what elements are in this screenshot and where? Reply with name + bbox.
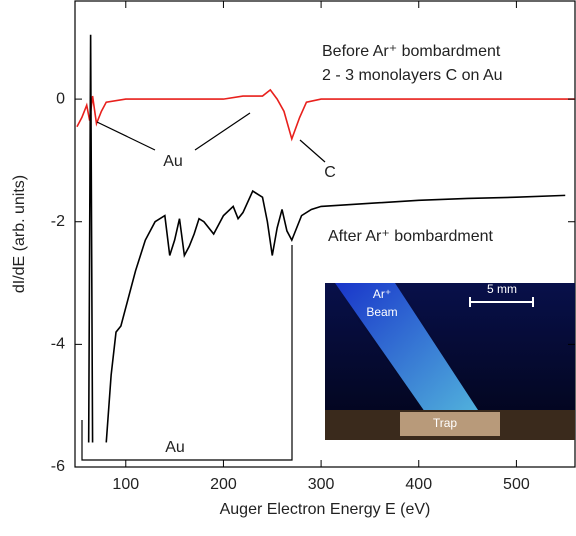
y-tick-label: -6 [51,458,65,475]
x-tick-label: 300 [308,476,335,493]
x-tick-label: 500 [503,476,530,493]
x-tick-label: 100 [112,476,139,493]
plot-frame [74,0,576,468]
annotation: Au [163,153,183,170]
inset-label: Trap [433,416,458,430]
y-tick-label: -4 [51,336,65,353]
y-tick-label: 0 [56,90,65,107]
x-tick-label: 400 [405,476,432,493]
y-tick-label: -2 [51,213,65,230]
legend-label: After Ar⁺ bombardment [328,228,494,245]
series-line [76,88,575,142]
inset-label: Beam [366,305,397,319]
series-line [87,34,566,443]
x-tick-label: 200 [210,476,237,493]
bracket [81,245,293,461]
y-axis-label: dI/dE (arb. units) [11,175,28,293]
arrow [299,139,326,163]
arrow [96,121,156,151]
x-axis-label: Auger Electron Energy E (eV) [220,501,431,518]
arrow [194,112,251,151]
trap [400,412,500,436]
annotation: Au [165,439,185,456]
annotation: C [324,164,336,181]
inset-label: 5 mm [487,282,517,296]
legend-label: Before Ar⁺ bombardment [322,43,501,60]
arrows [96,112,326,163]
annotation: 2 - 3 monolayers C on Au [322,67,503,84]
inset-photo: Ar⁺ Beam 5 mm Trap [325,282,575,440]
inset-label: Ar⁺ [373,287,391,301]
beam [335,283,478,412]
